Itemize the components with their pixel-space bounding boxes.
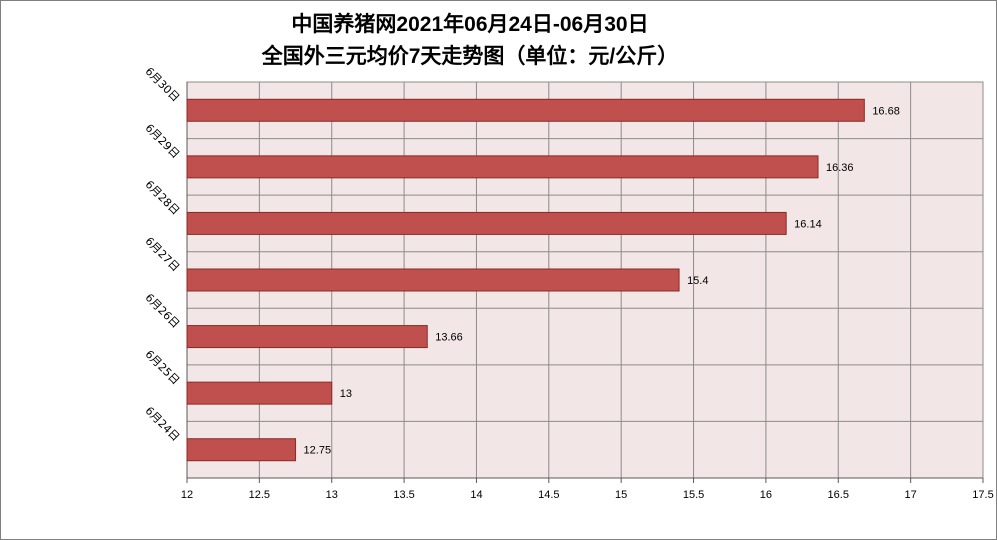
data-label: 16.68 — [872, 105, 900, 117]
data-label: 13 — [340, 388, 352, 400]
bar — [186, 211, 787, 235]
x-tick-label: 17.5 — [972, 489, 993, 501]
x-tick-label: 15 — [615, 489, 627, 501]
x-tick-label: 16 — [760, 489, 772, 501]
x-tick-label: 14 — [470, 489, 482, 501]
data-labels: 16.68 16.36 16.14 15.4 13.66 13 12.75 — [304, 105, 900, 456]
data-label: 12.75 — [304, 445, 332, 457]
x-tick-label: 16.5 — [828, 489, 849, 501]
x-tick-label: 13 — [326, 489, 338, 501]
y-axis-ticks: 6月30日 6月29日 6月28日 6月27日 6月26日 6月25日 6月24日 — [142, 65, 182, 444]
x-tick-label: 12 — [181, 489, 193, 501]
y-tick-label: 6月30日 — [142, 65, 182, 105]
data-label: 16.36 — [826, 162, 854, 174]
x-tick-label: 15.5 — [683, 489, 704, 501]
data-label: 16.14 — [794, 218, 822, 230]
y-tick-label: 6月24日 — [142, 404, 182, 444]
bar — [186, 325, 428, 349]
bar — [186, 268, 680, 292]
y-tick-label: 6月25日 — [142, 348, 182, 388]
bar — [186, 381, 333, 405]
bars — [186, 98, 865, 462]
x-tick-label: 13.5 — [393, 489, 414, 501]
x-tick-label: 12.5 — [249, 489, 270, 501]
x-tick-label: 14.5 — [538, 489, 559, 501]
bar — [186, 438, 297, 462]
x-tick-label: 17 — [905, 489, 917, 501]
y-tick-label: 6月26日 — [142, 291, 182, 331]
y-tick-label: 6月28日 — [142, 178, 182, 218]
bar — [186, 155, 819, 179]
data-label: 15.4 — [687, 275, 708, 287]
chart-subtitle: 全国外三元均价7天走势图（单位：元/公斤） — [261, 45, 679, 68]
bar — [186, 98, 865, 122]
y-tick-label: 6月29日 — [142, 121, 182, 161]
chart-title: 中国养猪网2021年06月24日-06月30日 — [291, 13, 649, 36]
y-tick-label: 6月27日 — [142, 235, 182, 275]
x-axis-ticks: 12 12.5 13 13.5 14 14.5 15 15.5 16 16.5 17 17.5 — [181, 478, 994, 501]
data-label: 13.66 — [435, 332, 463, 344]
